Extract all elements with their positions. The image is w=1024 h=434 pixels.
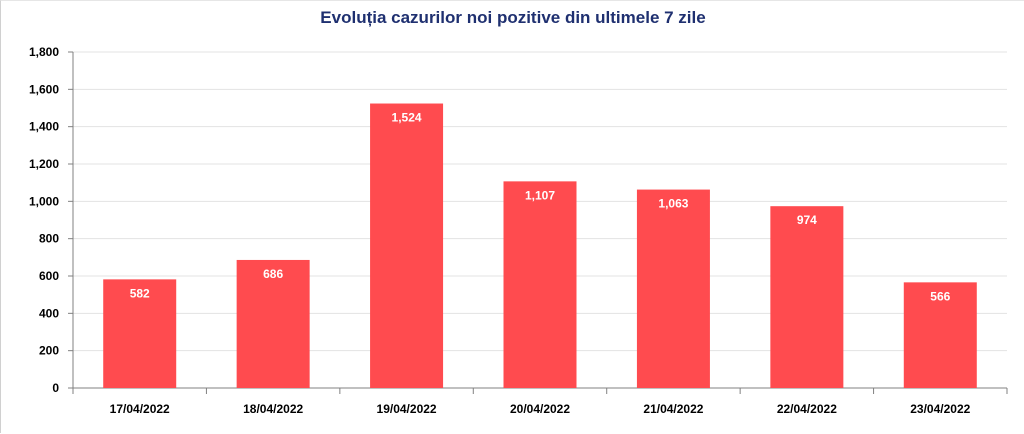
y-tick-label: 1,000	[29, 194, 59, 208]
y-tick-label: 400	[39, 306, 59, 320]
data-label: 974	[797, 213, 817, 227]
x-tick-label: 18/04/2022	[243, 402, 303, 416]
y-tick-label: 0	[52, 381, 59, 395]
data-label: 1,107	[525, 188, 555, 202]
bar	[370, 103, 444, 389]
x-tick-label: 19/04/2022	[377, 402, 437, 416]
bar	[503, 181, 577, 388]
x-tick-label: 17/04/2022	[110, 402, 170, 416]
x-tick-label: 21/04/2022	[643, 402, 703, 416]
data-label: 1,063	[658, 197, 688, 211]
y-tick-label: 1,800	[29, 45, 59, 59]
data-label: 582	[130, 286, 150, 300]
x-tick-label: 23/04/2022	[910, 402, 970, 416]
x-tick-label: 20/04/2022	[510, 402, 570, 416]
data-label: 686	[263, 267, 283, 281]
bar	[236, 259, 310, 388]
y-tick-label: 1,200	[29, 157, 59, 171]
bar	[903, 282, 977, 388]
y-tick-label: 600	[39, 269, 59, 283]
chart-title: Evoluția cazurilor noi pozitive din ulti…	[320, 8, 706, 27]
data-label: 566	[930, 289, 950, 303]
x-tick-label: 22/04/2022	[777, 402, 837, 416]
y-tick-label: 1,400	[29, 120, 59, 134]
bar	[103, 279, 177, 388]
y-tick-label: 800	[39, 232, 59, 246]
y-tick-label: 200	[39, 344, 59, 358]
y-tick-label: 1,600	[29, 82, 59, 96]
bar	[636, 189, 710, 388]
bar	[770, 206, 844, 388]
data-label: 1,524	[392, 111, 422, 125]
